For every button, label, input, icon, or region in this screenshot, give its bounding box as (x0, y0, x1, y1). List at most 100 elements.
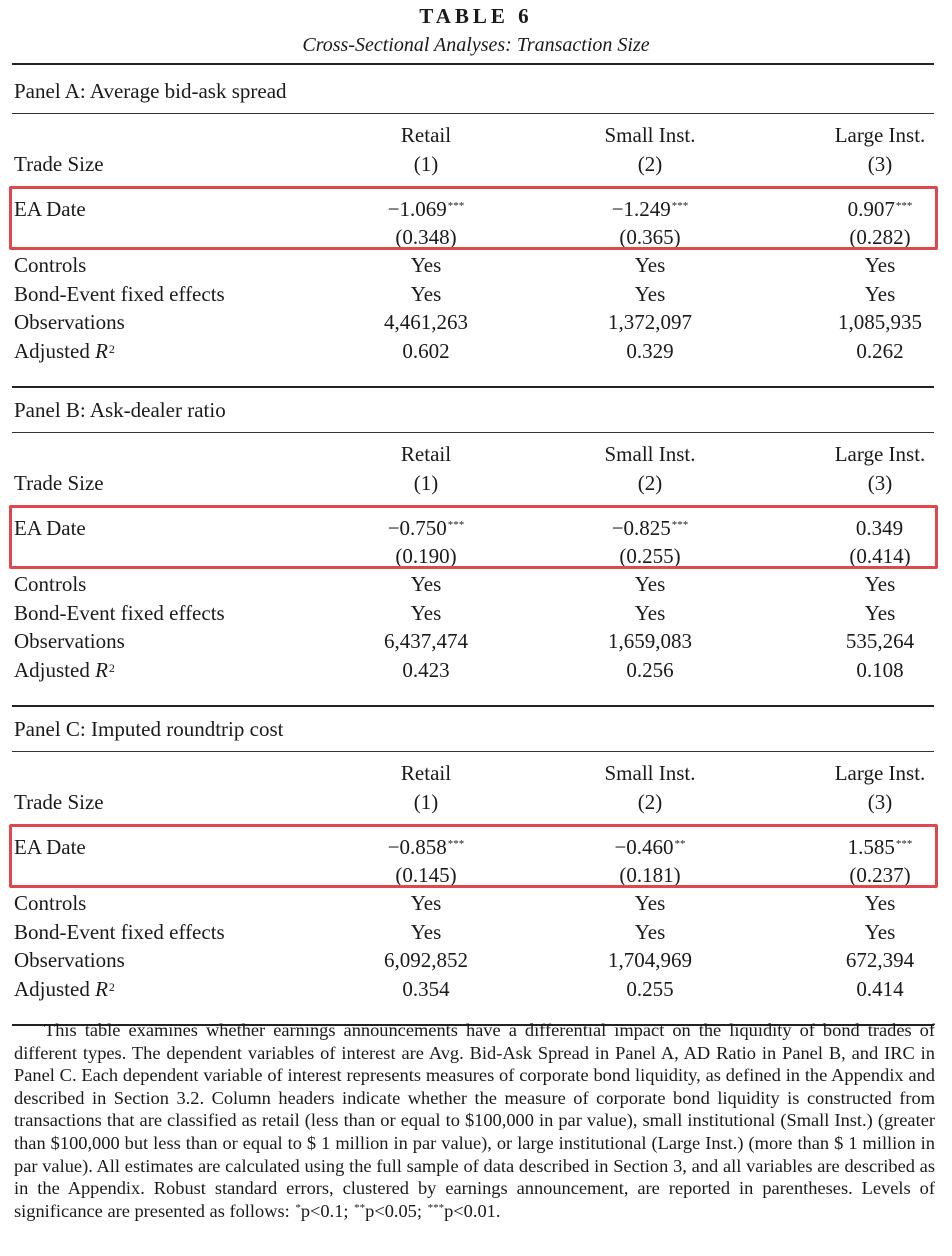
panel-b-adj-r2-2: 0.256 (626, 658, 674, 682)
adj-r2-sup: 2 (108, 661, 115, 675)
panel-c-ea-date-highlight (9, 824, 938, 888)
panel-a-bottom-rule (12, 386, 934, 388)
panel-b-col-number-3: (3) (867, 471, 893, 495)
panel-c-controls-3: Yes (864, 891, 896, 915)
panel-a-controls-1: Yes (410, 253, 442, 277)
panel-b-col-header-2: Small Inst. (604, 442, 696, 466)
panel-b-controls-label: Controls (14, 572, 87, 596)
note-sig2-text: p<0.05; (365, 1200, 427, 1221)
panel-c-observations-label: Observations (14, 948, 125, 972)
significance-stars: *** (895, 200, 913, 212)
panel-a-col-header-2: Small Inst. (604, 123, 696, 147)
panel-a-adj-r2-2: 0.329 (626, 339, 674, 363)
panel-a-coef-2: −1.249*** (540, 197, 760, 221)
significance-stars: *** (895, 838, 913, 850)
note-sig3-stars: *** (427, 1201, 445, 1214)
panel-b-bottom-rule (12, 705, 934, 707)
panel-b-se-1: (0.190) (395, 544, 457, 568)
coef-value: −1.069 (387, 197, 447, 221)
panel-b-title: Panel B: Ask-dealer ratio (14, 398, 226, 422)
adj-r2-var: R (95, 339, 108, 363)
panel-c-se-1: (0.145) (395, 863, 457, 887)
note-sig2-stars: ** (354, 1201, 366, 1214)
panel-a-observations-3: 1,085,935 (838, 310, 922, 334)
panel-a-observations-1: 4,461,263 (384, 310, 468, 334)
panel-b-observations-2: 1,659,083 (608, 629, 692, 653)
coef-value: 0.349 (855, 516, 904, 540)
panel-b-ea-date-label: EA Date (14, 516, 86, 540)
panel-a-fixed-effects-1: Yes (410, 282, 442, 306)
top-rule (12, 63, 934, 65)
panel-b-coef-3: 0.349 (770, 516, 952, 540)
panel-b-se-3: (0.414) (849, 544, 911, 568)
panel-b-se-2: (0.255) (619, 544, 681, 568)
panel-c-col-number-1: (1) (413, 790, 439, 814)
panel-a-col-number-3: (3) (867, 152, 893, 176)
panel-c-fixed-effects-label: Bond-Event fixed effects (14, 920, 225, 944)
panel-a-controls-3: Yes (864, 253, 896, 277)
panel-b-ea-date-highlight (9, 505, 938, 569)
panel-c-observations-1: 6,092,852 (384, 948, 468, 972)
panel-c-adj-r2-label: Adjusted R2 (14, 977, 115, 1001)
panel-b-col-number-2: (2) (637, 471, 663, 495)
panel-a-col-header-3: Large Inst. (834, 123, 926, 147)
panel-a-title-rule (12, 113, 934, 114)
panel-c-bottom-rule (12, 1024, 934, 1026)
panel-c-col-header-2: Small Inst. (604, 761, 696, 785)
panel-a-se-2: (0.365) (619, 225, 681, 249)
panel-b-title-rule (12, 432, 934, 433)
note-body: This table examines whether earnings ann… (14, 1020, 935, 1221)
adj-r2-var: R (95, 977, 108, 1001)
panel-c-ea-date-label: EA Date (14, 835, 86, 859)
panel-c-col-header-3: Large Inst. (834, 761, 926, 785)
significance-stars: *** (447, 838, 465, 850)
panel-a-fixed-effects-label: Bond-Event fixed effects (14, 282, 225, 306)
adj-r2-var: R (95, 658, 108, 682)
panel-b-fixed-effects-1: Yes (410, 601, 442, 625)
panel-b-observations-3: 535,264 (845, 629, 915, 653)
panel-c-col-number-3: (3) (867, 790, 893, 814)
panel-c-adj-r2-2: 0.255 (626, 977, 674, 1001)
adj-r2-prefix: Adjusted (14, 977, 96, 1001)
panel-a-adj-r2-1: 0.602 (402, 339, 450, 363)
table-title: TABLE 6 (419, 4, 533, 28)
panel-c-fixed-effects-3: Yes (864, 920, 896, 944)
panel-c-se-3: (0.237) (849, 863, 911, 887)
coef-value: −1.249 (611, 197, 671, 221)
panel-b-controls-3: Yes (864, 572, 896, 596)
panel-c-col-header-1: Retail (400, 761, 452, 785)
panel-a-se-1: (0.348) (395, 225, 457, 249)
panel-c-observations-2: 1,704,969 (608, 948, 692, 972)
panel-a-fixed-effects-2: Yes (634, 282, 666, 306)
panel-b-fixed-effects-label: Bond-Event fixed effects (14, 601, 225, 625)
panel-a-col-number-1: (1) (413, 152, 439, 176)
panel-c-adj-r2-1: 0.354 (402, 977, 450, 1001)
table-note: This table examines whether earnings ann… (14, 1019, 935, 1222)
panel-a-coef-3: 0.907*** (770, 197, 952, 221)
panel-a-ea-date-label: EA Date (14, 197, 86, 221)
table-subtitle: Cross-Sectional Analyses: Transaction Si… (302, 34, 650, 56)
coef-value: −0.750 (387, 516, 447, 540)
panel-a-coef-1: −1.069*** (316, 197, 536, 221)
significance-stars: ** (674, 838, 686, 850)
panel-c-coef-1: −0.858*** (316, 835, 536, 859)
panel-c-fixed-effects-2: Yes (634, 920, 666, 944)
panel-b-controls-2: Yes (634, 572, 666, 596)
panel-c-trade-size-label: Trade Size (14, 790, 104, 814)
panel-a-title: Panel A: Average bid-ask spread (14, 79, 287, 103)
coef-value: −0.858 (387, 835, 447, 859)
panel-c-fixed-effects-1: Yes (410, 920, 442, 944)
panel-a-se-3: (0.282) (849, 225, 911, 249)
adj-r2-sup: 2 (108, 342, 115, 356)
panel-b-observations-1: 6,437,474 (384, 629, 468, 653)
panel-c-controls-label: Controls (14, 891, 87, 915)
coef-value: 0.907 (847, 197, 895, 221)
panel-c-title: Panel C: Imputed roundtrip cost (14, 717, 284, 741)
panel-a-ea-date-highlight (9, 186, 938, 250)
panel-c-coef-2: −0.460** (540, 835, 760, 859)
panel-c-coef-3: 1.585*** (770, 835, 952, 859)
panel-b-adj-r2-label: Adjusted R2 (14, 658, 115, 682)
panel-b-fixed-effects-3: Yes (864, 601, 896, 625)
panel-b-trade-size-label: Trade Size (14, 471, 104, 495)
panel-a-controls-label: Controls (14, 253, 87, 277)
